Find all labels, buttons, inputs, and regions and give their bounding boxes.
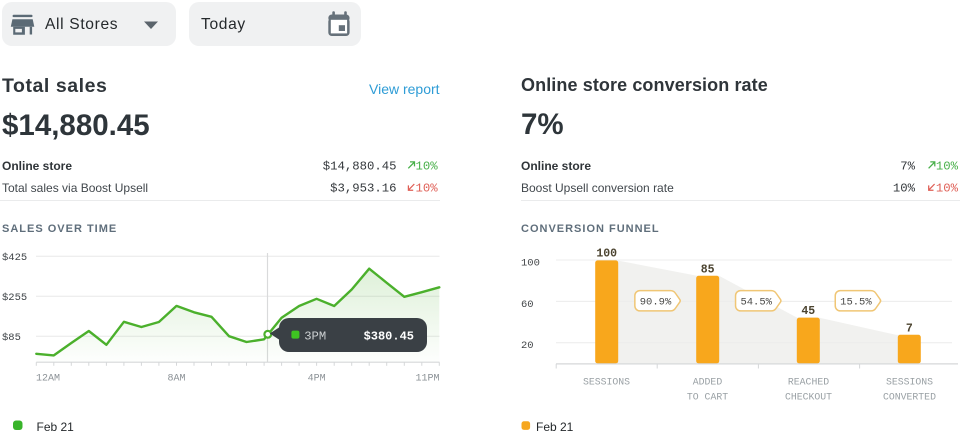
- svg-text:60: 60: [521, 299, 534, 311]
- svg-text:10%: 10%: [415, 160, 438, 174]
- svg-text:8AM: 8AM: [167, 374, 185, 385]
- svg-text:100: 100: [596, 248, 617, 261]
- svg-text:$14,880.45: $14,880.45: [323, 160, 397, 174]
- svg-text:10%: 10%: [936, 160, 959, 174]
- svg-text:7: 7: [906, 322, 913, 335]
- svg-text:$85: $85: [2, 332, 21, 344]
- svg-text:CONVERTED: CONVERTED: [883, 392, 936, 403]
- svg-text:SESSIONS: SESSIONS: [886, 377, 933, 388]
- svg-text:85: 85: [701, 263, 715, 276]
- svg-text:45: 45: [801, 305, 815, 318]
- svg-text:4PM: 4PM: [308, 374, 326, 385]
- svg-text:TO CART: TO CART: [687, 392, 728, 403]
- svg-text:$255: $255: [2, 292, 27, 304]
- svg-text:10%: 10%: [893, 182, 916, 196]
- svg-text:90.9%: 90.9%: [640, 297, 672, 309]
- svg-text:15.5%: 15.5%: [840, 297, 872, 309]
- svg-text:20: 20: [521, 340, 534, 352]
- svg-text:ADDED: ADDED: [693, 377, 723, 388]
- svg-text:$380.45: $380.45: [364, 330, 414, 344]
- svg-text:$3,953.16: $3,953.16: [330, 182, 396, 196]
- svg-text:100: 100: [521, 257, 540, 269]
- svg-text:CHECKOUT: CHECKOUT: [785, 392, 832, 403]
- svg-text:54.5%: 54.5%: [740, 297, 772, 309]
- svg-text:3PM: 3PM: [304, 329, 326, 343]
- svg-text:REACHED: REACHED: [788, 377, 829, 388]
- svg-text:11PM: 11PM: [415, 374, 439, 385]
- svg-text:12AM: 12AM: [36, 374, 60, 385]
- svg-text:$425: $425: [2, 252, 27, 264]
- svg-text:SESSIONS: SESSIONS: [583, 377, 630, 388]
- svg-text:10%: 10%: [415, 182, 438, 196]
- svg-text:10%: 10%: [936, 182, 959, 196]
- svg-text:7%: 7%: [900, 160, 915, 174]
